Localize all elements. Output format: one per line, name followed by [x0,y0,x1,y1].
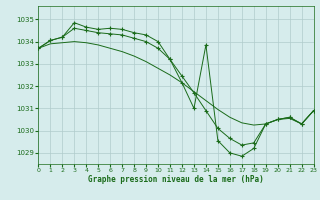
X-axis label: Graphe pression niveau de la mer (hPa): Graphe pression niveau de la mer (hPa) [88,175,264,184]
